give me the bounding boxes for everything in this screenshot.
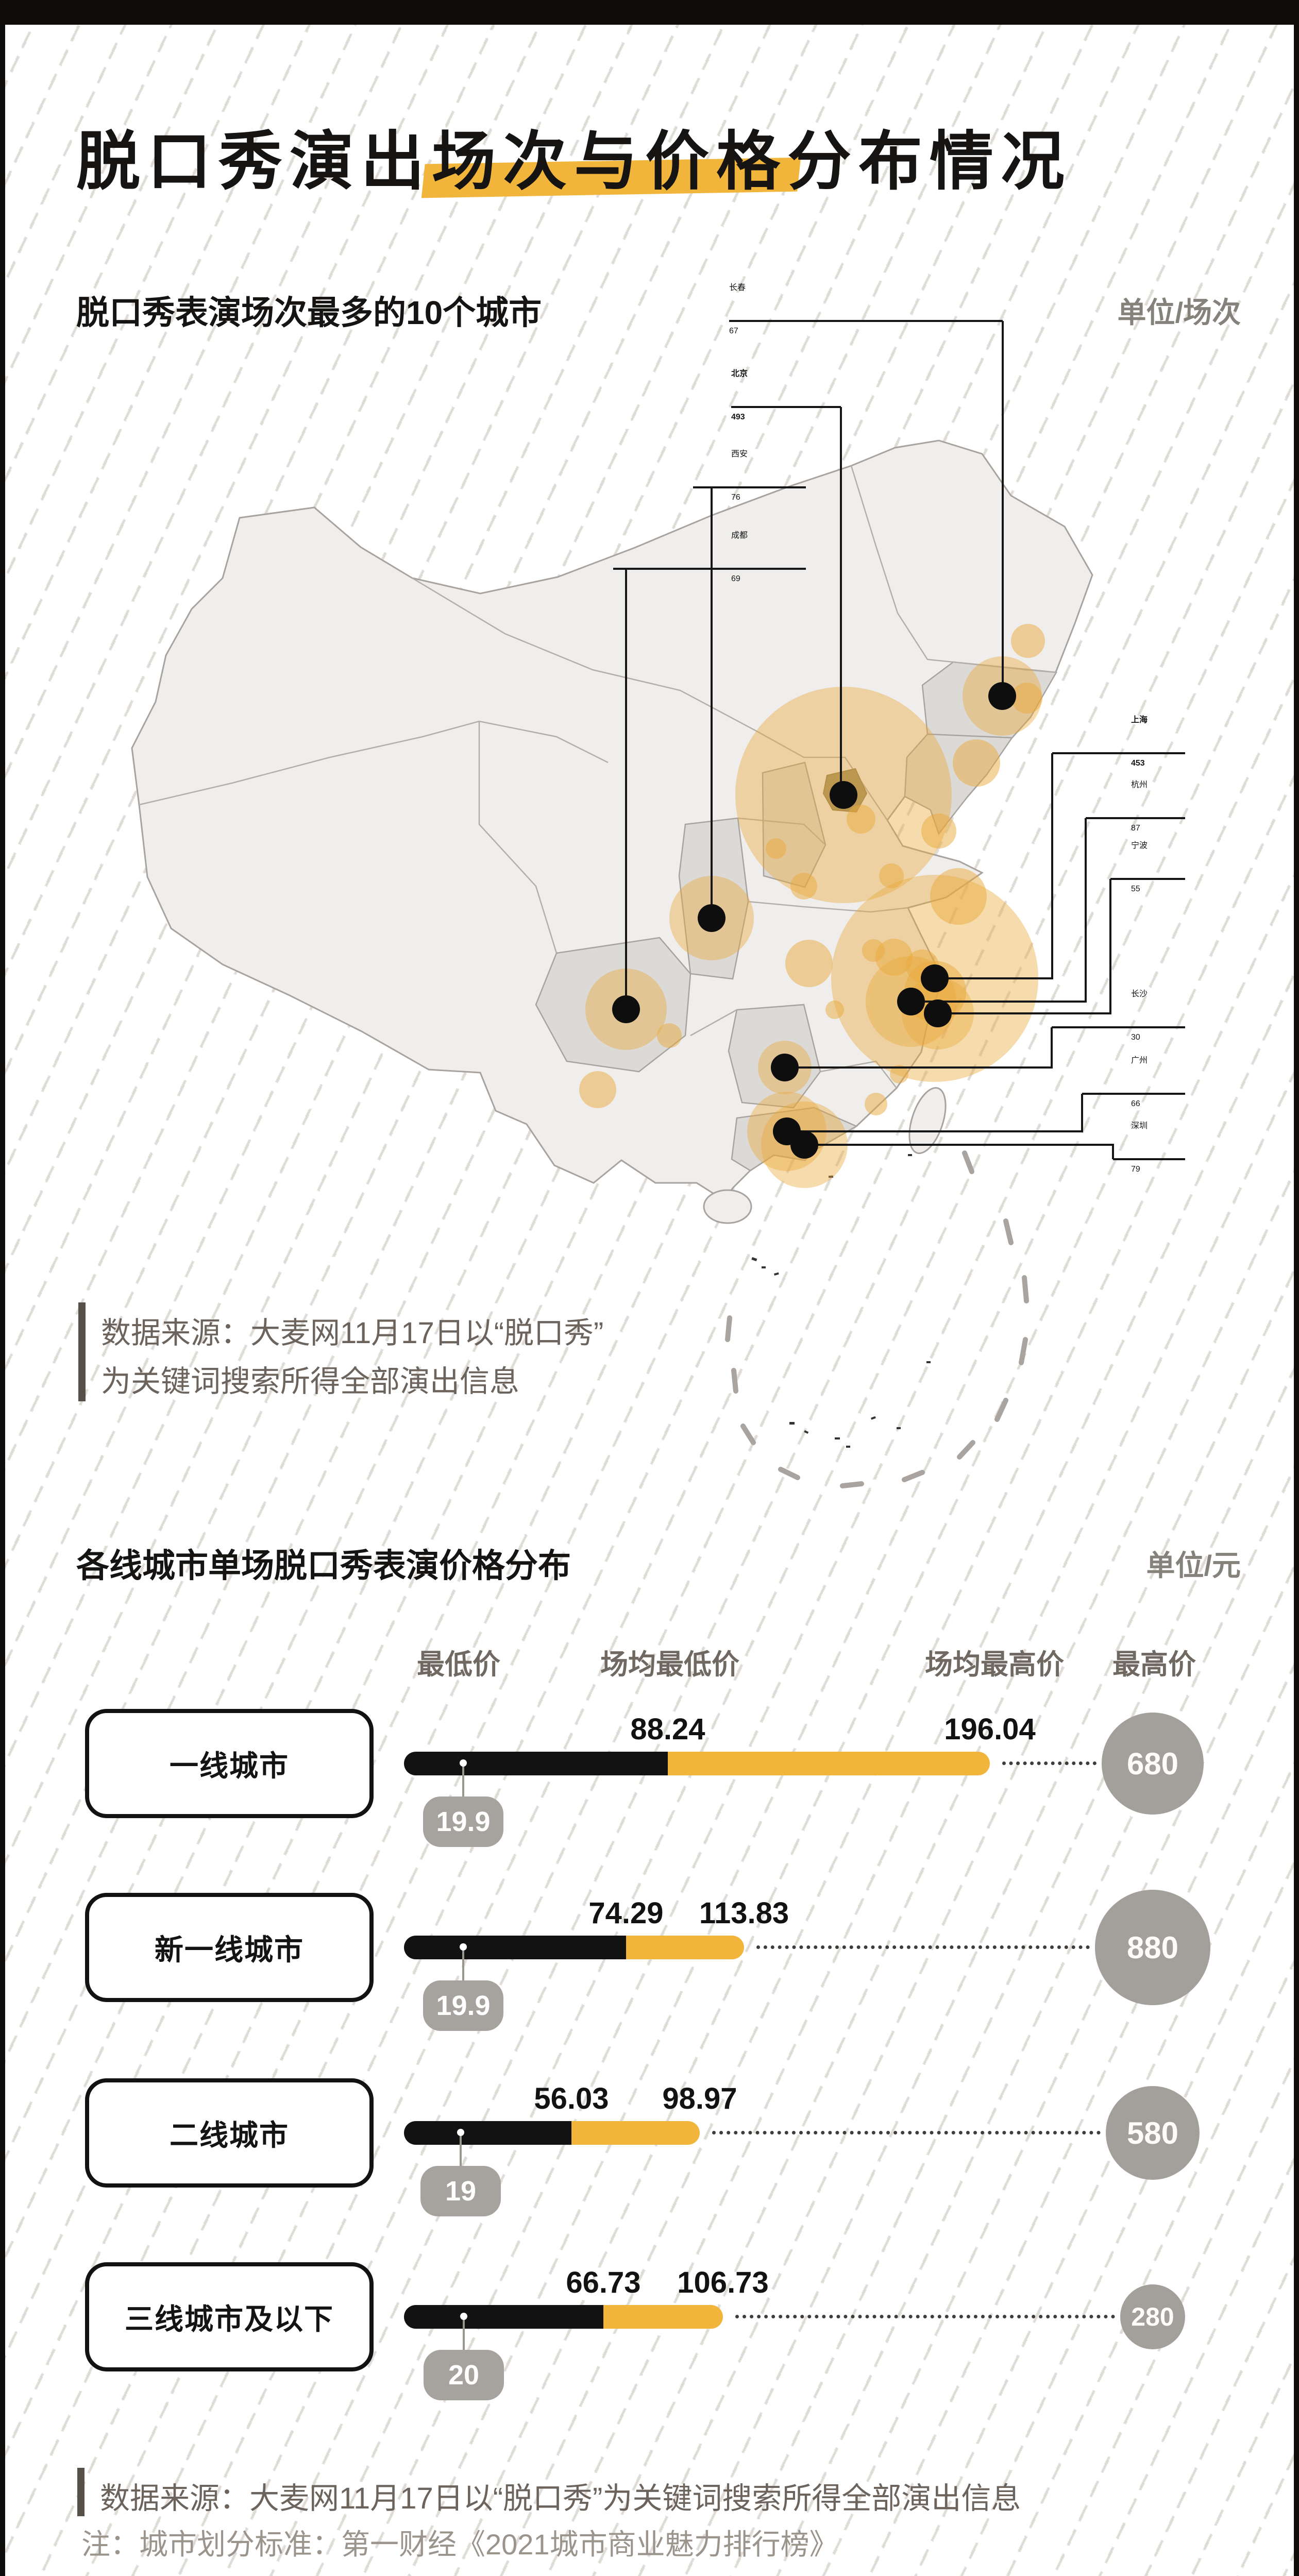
map-section-heading: 脱口秀表演场次最多的10个城市 (76, 294, 542, 331)
tier-label-box: 二线城市 (85, 2078, 374, 2188)
city-dots (612, 682, 1016, 1159)
map-source-line1: 数据来源：大麦网11月17日以“脱口秀” (101, 1316, 604, 1350)
dot-长沙 (771, 1054, 799, 1081)
min-marker-dot (460, 2313, 467, 2320)
dot-成都 (612, 995, 640, 1023)
leader-杭州 (911, 818, 1087, 1003)
dot-长春 (988, 682, 1016, 710)
avg-min-value: 56.03 (534, 2082, 609, 2115)
bar-max-segment (668, 1752, 990, 1775)
leader-lines (613, 320, 1185, 1160)
column-header-2: 场均最低价 (600, 1649, 739, 1680)
min-marker-dot (457, 2129, 464, 2136)
min-connector-line (463, 2317, 465, 2351)
dot-上海 (921, 964, 949, 992)
min-connector-line (460, 2133, 462, 2167)
price-note-line: 注：城市划分标准：第一财经《2021城市商业魅力排行榜》 (81, 2528, 838, 2561)
bar-min-segment (404, 1752, 668, 1775)
avg-min-value: 74.29 (588, 1896, 664, 1930)
tier-label-box: 一线城市 (85, 1709, 374, 1818)
map-unit-label: 单位/场次 (1117, 296, 1241, 329)
min-value-tag: 20 (424, 2350, 504, 2400)
min-connector-line (462, 1764, 464, 1798)
bar-max-segment (603, 2305, 723, 2329)
minor-city-bubble (825, 1001, 844, 1019)
tier-label-box: 新一线城市 (85, 1893, 374, 2002)
avg-max-value: 113.83 (699, 1896, 789, 1930)
avg-max-value: 196.04 (944, 1713, 1036, 1746)
column-header-1: 最低价 (417, 1649, 500, 1680)
leader-广州 (787, 1094, 1083, 1132)
minor-city-bubble (785, 940, 833, 987)
right-frame-border (1294, 0, 1299, 2576)
minor-city-bubble (1011, 624, 1045, 658)
price-source-line: 数据来源：大麦网11月17日以“脱口秀”为关键词搜索所得全部演出信息 (100, 2482, 1021, 2515)
price-unit-label: 单位/元 (1146, 1549, 1241, 1582)
min-value-tag: 19 (420, 2166, 501, 2216)
max-value-circle: 880 (1095, 1890, 1210, 2005)
bar-min-segment (404, 2121, 571, 2145)
dotted-connector (735, 2315, 1115, 2318)
avg-min-value: 88.24 (630, 1713, 705, 1746)
page-title: 脱口秀演出场次与价格分布情况 (76, 126, 1072, 197)
minor-city-bubble (657, 1023, 682, 1048)
minor-city-bubble (879, 863, 904, 888)
darker-provinces (535, 661, 1058, 1172)
dot-杭州 (897, 988, 925, 1015)
minor-city-bubble (930, 868, 987, 925)
min-connector-line (462, 1947, 464, 1981)
max-value-circle: 580 (1106, 2086, 1200, 2180)
leader-宁波 (938, 879, 1111, 1014)
column-header-3: 场均最高价 (925, 1649, 1064, 1680)
top-frame-bar (0, 0, 1299, 25)
avg-max-value: 98.97 (662, 2082, 737, 2115)
leader-长沙 (785, 1027, 1053, 1069)
min-value-tag: 19.9 (423, 1980, 503, 2031)
min-marker-dot (460, 1943, 467, 1951)
dotted-connector (756, 1945, 1090, 1949)
minor-city-bubble (790, 873, 817, 900)
minor-city-bubble (890, 1065, 908, 1083)
islet-specks (751, 1154, 931, 1448)
hainan-island (703, 1189, 752, 1224)
minor-city-bubble (579, 1071, 616, 1108)
avg-max-value: 106.73 (677, 2266, 769, 2299)
nine-dash-line (725, 1150, 1029, 1488)
price-source-accent-bar (77, 2468, 85, 2516)
dotted-connector (712, 2131, 1101, 2134)
min-marker-dot (460, 1759, 467, 1767)
dotted-connector (1002, 1761, 1096, 1765)
leader-深圳 (804, 1144, 1114, 1159)
minor-city-bubble (766, 838, 786, 859)
taiwan-island (908, 1087, 947, 1154)
column-header-4: 最高价 (1112, 1649, 1196, 1680)
minor-city-bubble (921, 814, 956, 849)
dot-深圳 (790, 1131, 818, 1159)
min-value-tag: 19.9 (423, 1797, 503, 1847)
map-source-line2: 为关键词搜索所得全部演出信息 (101, 1365, 520, 1398)
bar-min-segment (404, 2305, 603, 2329)
minor-city-bubble (865, 1093, 887, 1115)
leader-上海 (935, 753, 1053, 979)
dot-北京 (830, 781, 857, 809)
minor-city-bubble (875, 939, 913, 976)
bar-min-segment (404, 1936, 626, 1959)
minor-city-bubble (862, 939, 885, 962)
dot-宁波 (924, 999, 952, 1027)
map-source-accent-bar (78, 1302, 86, 1401)
bar-max-segment (626, 1936, 744, 1959)
minor-city-bubble (847, 805, 875, 834)
province-borders (139, 465, 1057, 1089)
max-value-circle: 280 (1120, 2284, 1185, 2349)
avg-min-value: 66.73 (566, 2266, 641, 2299)
bar-max-segment (571, 2121, 700, 2145)
dot-西安 (698, 904, 726, 932)
max-value-circle: 680 (1102, 1713, 1204, 1815)
tier-label-box: 三线城市及以下 (85, 2262, 374, 2371)
left-frame-border (0, 0, 5, 2576)
minor-city-bubble (1011, 683, 1042, 714)
price-section-heading: 各线城市单场脱口秀表演价格分布 (76, 1547, 571, 1584)
minor-city-bubble (953, 739, 1000, 787)
